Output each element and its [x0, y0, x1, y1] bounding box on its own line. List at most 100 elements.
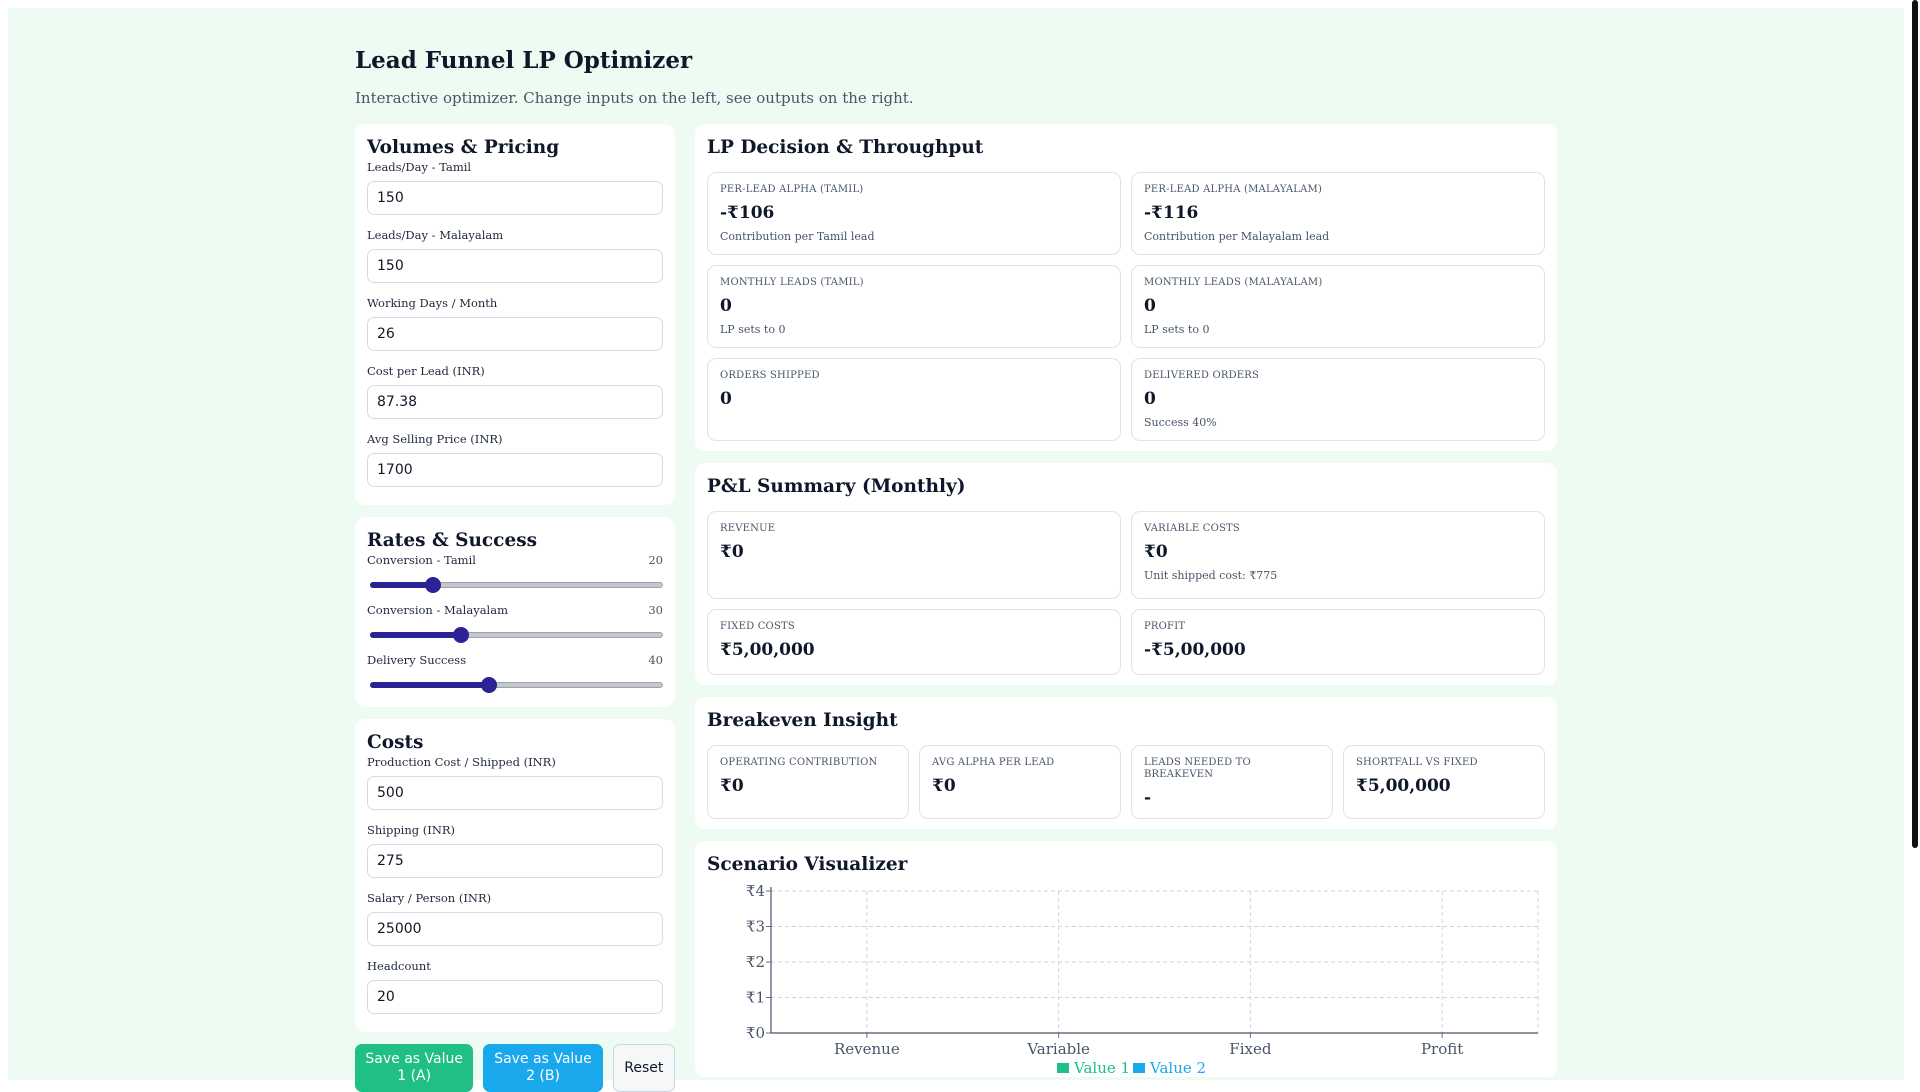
metric-card: Avg alpha per lead ₹0: [919, 745, 1121, 819]
costs-panel: Costs Production Cost / Shipped (INR) Sh…: [355, 719, 675, 1032]
metric-card: Operating contribution ₹0: [707, 745, 909, 819]
metric-card: Leads needed to breakeven -: [1131, 745, 1333, 819]
metric-card: Shortfall vs fixed ₹5,00,000: [1343, 745, 1545, 819]
metric-value: -₹116: [1144, 203, 1199, 223]
metric-subtext: Contribution per Malayalam lead: [1144, 230, 1330, 243]
headcount-label: Headcount: [367, 959, 431, 973]
metric-value: 0: [720, 389, 732, 409]
scenario-chart-svg: ₹0 ₹1 ₹2 ₹3 ₹4 Revenue Variable Fixed Profit Valu…: [746, 882, 1539, 1077]
leads-malayalam-label: Leads/Day - Malayalam: [367, 228, 504, 242]
legend-label: Value 1: [1073, 1059, 1130, 1073]
metric-label: Operating contribution: [720, 757, 878, 768]
leads-tamil-input[interactable]: [367, 181, 663, 215]
delivery-success-value: 40: [648, 653, 663, 667]
inputs-column: Volumes & Pricing Leads/Day - Tamil Lead…: [355, 124, 675, 1092]
metric-card: Fixed costs ₹5,00,000: [707, 609, 1121, 675]
shipping-label: Shipping (INR): [367, 823, 456, 837]
reset-button[interactable]: Reset: [612, 1044, 675, 1092]
scenario-title: Scenario Visualizer: [707, 854, 908, 875]
metric-card: Orders shipped 0: [707, 358, 1121, 441]
volumes-title: Volumes & Pricing: [367, 137, 560, 158]
metric-value: -: [1144, 788, 1152, 808]
metric-value: ₹5,00,000: [1356, 776, 1451, 796]
metric-card: Per-lead alpha (Tamil) -₹106 Contributio…: [707, 172, 1121, 255]
metric-subtext: Unit shipped cost: ₹775: [1144, 569, 1278, 582]
cost-per-lead-label: Cost per Lead (INR): [367, 364, 485, 378]
conversion-malayalam-slider[interactable]: [367, 625, 663, 645]
slider-fill: [370, 632, 462, 638]
app-container: Lead Funnel LP Optimizer Interactive opt…: [355, 44, 1557, 1092]
page-title: Lead Funnel LP Optimizer: [355, 47, 693, 74]
y-tick-label: ₹1: [746, 989, 765, 1007]
metric-subtext: Success 40%: [1144, 416, 1217, 429]
slider-fill: [370, 682, 489, 688]
metric-label: Leads needed to breakeven: [1144, 757, 1251, 780]
slider-thumb[interactable]: [425, 577, 442, 593]
leads-malayalam-input[interactable]: [367, 249, 663, 283]
working-days-input[interactable]: [367, 317, 663, 351]
page-subtitle: Interactive optimizer. Change inputs on …: [355, 89, 914, 107]
conversion-tamil-slider[interactable]: [367, 575, 663, 595]
x-tick-label: Variable: [1026, 1040, 1090, 1058]
metric-value: -₹106: [720, 203, 775, 223]
pnl-panel: P&L Summary (Monthly) Revenue ₹0 Variabl…: [695, 463, 1557, 685]
save-value-a-button[interactable]: Save as Value 1 (A): [355, 1044, 474, 1092]
metric-value: ₹5,00,000: [720, 640, 815, 660]
metric-card: Delivered orders 0 Success 40%: [1131, 358, 1545, 441]
costs-title: Costs: [367, 732, 424, 753]
metric-label: Per-lead alpha (Tamil): [720, 184, 864, 195]
action-buttons: Save as Value 1 (A) Save as Value 2 (B) …: [355, 1044, 675, 1092]
outputs-column: LP Decision & Throughput Per-lead alpha …: [695, 124, 1557, 1089]
metric-value: 0: [1144, 389, 1156, 409]
save-value-b-button[interactable]: Save as Value 2 (B): [483, 1044, 603, 1092]
slider-thumb[interactable]: [453, 627, 470, 643]
rates-panel: Rates & Success Conversion - Tamil 20 Co…: [355, 517, 675, 707]
working-days-label: Working Days / Month: [367, 296, 498, 310]
metric-label: Shortfall vs fixed: [1356, 757, 1478, 768]
scrollbar-thumb[interactable]: [1912, 0, 1918, 848]
metric-card: Monthly leads (Malayalam) 0 LP sets to 0: [1131, 265, 1545, 348]
metric-label: Per-lead alpha (Malayalam): [1144, 184, 1323, 195]
production-cost-input[interactable]: [367, 776, 663, 810]
y-tick-label: ₹0: [746, 1024, 765, 1042]
metric-label: Monthly leads (Tamil): [720, 277, 864, 288]
conversion-malayalam-row: Conversion - Malayalam 30: [367, 603, 663, 617]
production-cost-label: Production Cost / Shipped (INR): [367, 755, 556, 769]
salary-input[interactable]: [367, 912, 663, 946]
salary-label: Salary / Person (INR): [367, 891, 492, 905]
metric-subtext: Contribution per Tamil lead: [720, 230, 875, 243]
metric-label: Profit: [1144, 621, 1186, 632]
x-tick-label: Profit: [1421, 1040, 1463, 1058]
pnl-metrics-grid: Revenue ₹0 Variable costs ₹0 Unit shippe…: [707, 511, 1545, 675]
metric-subtext: LP sets to 0: [720, 323, 786, 336]
metric-value: ₹0: [720, 776, 744, 796]
conversion-tamil-row: Conversion - Tamil 20: [367, 553, 663, 567]
metric-label: Delivered orders: [1144, 370, 1260, 381]
scenario-panel: Scenario Visualizer ₹0 ₹1 ₹2 ₹3 ₹4 Revenue Var…: [695, 841, 1557, 1077]
conversion-tamil-value: 20: [648, 553, 663, 567]
conversion-malayalam-value: 30: [648, 603, 663, 617]
metric-subtext: LP sets to 0: [1144, 323, 1210, 336]
metric-label: Monthly leads (Malayalam): [1144, 277, 1323, 288]
legend-swatch: [1057, 1063, 1069, 1073]
metric-value: ₹0: [1144, 542, 1168, 562]
slider-thumb[interactable]: [480, 677, 497, 693]
x-tick-label: Fixed: [1229, 1040, 1272, 1058]
delivery-success-slider[interactable]: [367, 675, 663, 695]
shipping-input[interactable]: [367, 844, 663, 878]
headcount-input[interactable]: [367, 980, 663, 1014]
lp-metrics-grid: Per-lead alpha (Tamil) -₹106 Contributio…: [707, 172, 1545, 441]
metric-value: ₹0: [932, 776, 956, 796]
metric-label: Variable costs: [1144, 523, 1240, 534]
metric-label: Fixed costs: [720, 621, 795, 632]
metric-card: Revenue ₹0: [707, 511, 1121, 599]
conversion-tamil-label: Conversion - Tamil: [367, 553, 476, 567]
metric-value: -₹5,00,000: [1144, 640, 1246, 660]
breakeven-metrics-grid: Operating contribution ₹0 Avg alpha per …: [707, 745, 1545, 819]
avg-selling-price-label: Avg Selling Price (INR): [367, 432, 503, 446]
x-tick-label: Revenue: [834, 1040, 900, 1058]
rates-title: Rates & Success: [367, 530, 538, 551]
avg-selling-price-input[interactable]: [367, 453, 663, 487]
metric-card: Variable costs ₹0 Unit shipped cost: ₹77…: [1131, 511, 1545, 599]
cost-per-lead-input[interactable]: [367, 385, 663, 419]
